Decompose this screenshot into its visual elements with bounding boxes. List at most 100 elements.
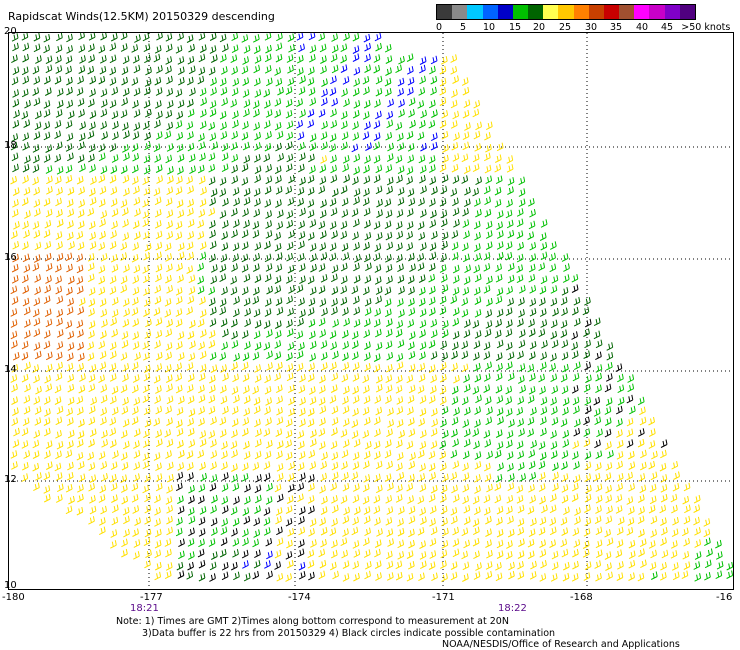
wind-barb: [187, 417, 194, 427]
wind-barb: [121, 406, 129, 415]
wind-barb: [486, 550, 493, 559]
wind-barb: [452, 494, 460, 503]
wind-barb: [188, 408, 196, 417]
wind-barb: [76, 264, 84, 274]
wind-barb: [155, 164, 163, 173]
wind-barb: [241, 330, 249, 339]
wind-barb: [505, 385, 513, 395]
wind-barb: [474, 373, 482, 383]
wind-barb: [464, 187, 471, 196]
wind-barb: [375, 164, 383, 174]
wind-barb: [463, 516, 471, 525]
wind-barb: [562, 429, 570, 439]
wind-barb: [627, 383, 635, 393]
wind-barb: [528, 328, 536, 337]
wind-barb: [551, 385, 559, 395]
wind-barb: [507, 482, 515, 492]
wind-barb: [604, 417, 612, 426]
wind-barb: [21, 66, 29, 76]
wind-barb: [384, 449, 392, 459]
wind-barb: [88, 33, 96, 41]
wind-barb: [10, 175, 17, 185]
wind-barb: [45, 363, 53, 373]
wind-barb: [573, 418, 581, 428]
wind-barb: [56, 483, 64, 493]
wind-barb: [277, 86, 284, 96]
wind-barb: [165, 496, 173, 505]
wind-barb: [198, 394, 206, 404]
wind-barb: [439, 462, 447, 472]
wind-barb: [143, 406, 151, 416]
wind-barb: [453, 375, 460, 384]
wind-barb: [309, 353, 316, 362]
wind-barb: [342, 472, 349, 481]
wind-barb: [32, 462, 40, 472]
wind-barb: [263, 88, 271, 98]
wind-barb: [154, 119, 161, 129]
wind-barb: [264, 450, 272, 460]
wind-barb: [12, 89, 19, 98]
wind-barb: [254, 450, 262, 460]
wind-barb: [120, 165, 128, 174]
wind-barb: [88, 462, 96, 471]
wind-barb: [584, 405, 592, 415]
wind-barb: [307, 407, 315, 417]
wind-barb: [430, 428, 438, 437]
wind-barb: [517, 571, 525, 580]
wind-barb: [441, 231, 449, 241]
wind-barb: [419, 560, 427, 570]
wind-barb: [55, 44, 63, 54]
wind-barb: [639, 461, 647, 471]
wind-barb: [474, 309, 482, 318]
wind-barb: [164, 130, 172, 140]
wind-barb: [342, 307, 349, 316]
wind-barb: [123, 308, 130, 317]
wind-barb: [200, 186, 207, 196]
wind-barb: [98, 374, 105, 384]
wind-barb: [374, 560, 382, 569]
wind-barb: [89, 88, 96, 98]
wind-barb: [442, 144, 449, 153]
wind-barb: [198, 341, 205, 351]
wind-barb: [309, 44, 317, 54]
wind-barb: [693, 561, 701, 570]
wind-barb: [439, 295, 447, 305]
legend-color-bar: [436, 4, 696, 20]
wind-barb: [198, 209, 206, 218]
wind-barb: [407, 495, 414, 504]
wind-barb: [484, 164, 492, 174]
wind-barb: [430, 141, 438, 151]
wind-barb: [507, 229, 515, 239]
wind-barb: [253, 253, 260, 262]
wind-barb: [299, 418, 306, 428]
wind-barb: [474, 461, 482, 470]
wind-barb: [123, 264, 130, 273]
wind-barb: [297, 548, 305, 558]
wind-barb: [519, 473, 526, 482]
wind-barb: [463, 407, 471, 416]
wind-barb: [375, 42, 382, 52]
wind-barb: [385, 328, 393, 338]
wind-barb: [406, 66, 414, 75]
wind-barb: [32, 65, 40, 75]
wind-barb: [187, 551, 195, 560]
wind-barb: [516, 208, 524, 217]
wind-barb: [65, 143, 73, 152]
wind-barb: [439, 198, 447, 207]
wind-barb: [274, 561, 281, 570]
wind-barb: [253, 396, 261, 406]
wind-barb: [87, 130, 95, 140]
wind-barb: [363, 329, 371, 339]
wind-barb: [88, 43, 95, 53]
wind-barb: [529, 495, 536, 504]
wind-barb: [627, 450, 635, 460]
wind-barb: [452, 460, 460, 470]
wind-barb: [186, 450, 194, 459]
wind-barb: [517, 462, 525, 471]
wind-barb: [165, 351, 172, 361]
wind-barb: [671, 461, 679, 470]
wind-barb: [417, 262, 425, 272]
wind-barb: [648, 440, 656, 449]
wind-barb: [517, 396, 525, 405]
wind-barb: [23, 119, 31, 128]
